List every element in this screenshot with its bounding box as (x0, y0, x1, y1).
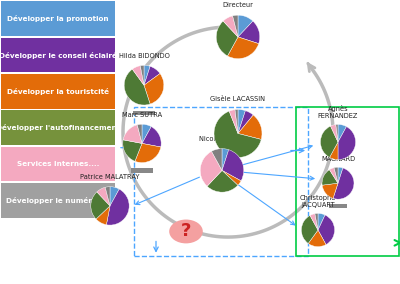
Bar (1, 74, 115, 109)
Text: Développer la touristcité: Développer la touristcité (7, 88, 109, 95)
Bar (296, 106, 399, 256)
Bar (1, 38, 115, 72)
Bar (1, 1, 115, 36)
Text: Christophe
JACQUART: Christophe JACQUART (300, 195, 336, 208)
Text: Agnès
FERNANDEZ: Agnès FERNANDEZ (318, 105, 358, 119)
Text: Développer la promotion: Développer la promotion (7, 15, 109, 22)
Bar (1, 110, 115, 145)
Text: Développer le conseil éclairé: Développer le conseil éclairé (0, 52, 117, 59)
Text: Gisèle LACASSIN: Gisèle LACASSIN (210, 96, 266, 102)
Bar (134, 106, 308, 256)
Text: Nicole LEPLUS: Nicole LEPLUS (199, 136, 245, 142)
Bar (329, 204, 347, 208)
Text: Marc SUTRA: Marc SUTRA (122, 112, 162, 118)
Text: Patrice MALATRAY: Patrice MALATRAY (80, 174, 140, 180)
Text: Développer le numérique: Développer le numérique (6, 197, 110, 204)
Text: Alain LEPLUS
Directeur: Alain LEPLUS Directeur (217, 0, 259, 8)
Text: ?: ? (181, 222, 191, 241)
Bar (131, 168, 153, 173)
Circle shape (169, 220, 203, 243)
Text: Développer l'autofinancement: Développer l'autofinancement (0, 124, 120, 131)
Bar (1, 183, 115, 218)
Bar (1, 147, 115, 181)
Text: Services Internes....: Services Internes.... (17, 161, 99, 167)
Text: Pascal
MAGNARD: Pascal MAGNARD (321, 149, 355, 162)
Bar (133, 111, 155, 115)
Text: Hilda BIDONDO: Hilda BIDONDO (118, 53, 170, 59)
